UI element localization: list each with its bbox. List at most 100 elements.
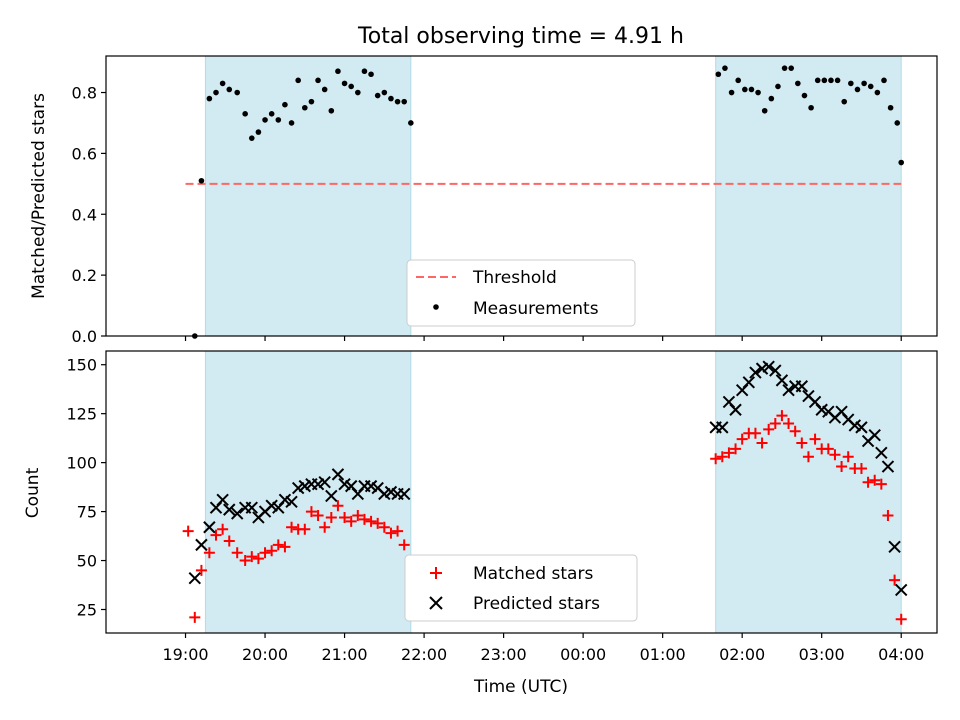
top-series-0 xyxy=(191,65,905,339)
matched-star-point xyxy=(776,410,788,422)
matched-star-point xyxy=(769,417,781,429)
matched-star-point xyxy=(730,443,742,455)
matched-star-point xyxy=(182,525,194,537)
predicted-star-point xyxy=(716,421,729,434)
matched-star-point xyxy=(796,437,808,449)
matched-star-point xyxy=(299,523,311,535)
bottom-y-tick-label: 100 xyxy=(66,454,97,473)
measurement-point xyxy=(213,89,219,96)
legend-measurements-label: Measurements xyxy=(473,299,599,319)
matched-star-point xyxy=(869,474,881,486)
measurement-point xyxy=(355,89,361,96)
predicted-star-point xyxy=(203,521,216,534)
measurement-point xyxy=(755,89,761,96)
measurement-point xyxy=(854,86,861,93)
measurement-point xyxy=(728,89,735,96)
measurement-point xyxy=(795,80,801,87)
matched-star-point xyxy=(763,423,775,435)
matched-star-point xyxy=(189,611,201,623)
matched-star-point xyxy=(312,510,324,521)
matched-star-point xyxy=(305,506,317,518)
bottom-y-tick-label: 25 xyxy=(77,601,97,620)
matched-star-point xyxy=(716,451,728,463)
legend-x-marker xyxy=(429,596,443,610)
matched-star-point xyxy=(223,535,235,547)
legend-matched-label: Matched stars xyxy=(473,564,593,584)
matched-star-point xyxy=(378,521,390,533)
measurement-point xyxy=(841,98,848,105)
legend-threshold-label: Threshold xyxy=(472,268,557,288)
legend-measurements-swatch xyxy=(433,304,439,310)
predicted-star-point xyxy=(888,540,901,554)
bottom-series-0 xyxy=(182,410,907,625)
x-tick-label: 21:00 xyxy=(322,645,368,664)
matched-star-point xyxy=(783,417,795,429)
matched-star-point xyxy=(352,510,364,521)
measurement-point xyxy=(268,111,275,117)
matched-star-point xyxy=(239,555,251,567)
predicted-star-point xyxy=(769,364,782,377)
measurement-point xyxy=(881,77,887,84)
measurement-point xyxy=(788,65,795,71)
matched-star-point xyxy=(217,523,229,535)
measurement-point xyxy=(801,92,808,99)
matched-star-point xyxy=(345,515,357,527)
predicted-star-point xyxy=(782,383,795,397)
matched-star-point xyxy=(836,461,848,473)
top-legend-frame xyxy=(406,259,636,327)
predicted-star-point xyxy=(318,476,331,489)
legend-matched-swatch xyxy=(430,567,442,579)
predicted-star-point xyxy=(875,446,888,460)
predicted-star-point xyxy=(868,429,881,442)
legend-predicted-label: Predicted stars xyxy=(473,594,600,614)
matched-star-point xyxy=(203,547,215,559)
measurement-point xyxy=(401,98,408,105)
top-y-axis-label: Matched/Predicted stars xyxy=(29,93,49,299)
measurement-point xyxy=(234,89,241,96)
bottom-observing-window-1 xyxy=(204,350,412,634)
x-tick-label: 23:00 xyxy=(481,645,527,664)
matched-star-point xyxy=(259,547,271,559)
measurement-point xyxy=(328,107,335,114)
top-y-tick-label: 0.0 xyxy=(72,327,97,346)
matched-star-point xyxy=(398,539,410,551)
measurement-point xyxy=(748,86,755,93)
predicted-star-point xyxy=(742,376,756,389)
bottom-series-1 xyxy=(188,360,908,597)
measurement-point xyxy=(834,77,841,84)
predicted-star-point xyxy=(325,489,338,503)
measurement-point xyxy=(735,77,741,84)
matched-star-point xyxy=(272,539,284,551)
top-panel: 0.0 0.2 0.4 0.6 0.8 xyxy=(72,55,938,346)
measurement-point xyxy=(295,77,301,84)
predicted-star-point xyxy=(762,360,775,373)
predicted-star-point xyxy=(795,380,809,393)
predicted-star-point xyxy=(729,403,742,416)
measurement-point xyxy=(381,89,388,96)
measurement-point xyxy=(768,95,775,102)
matched-star-point xyxy=(325,511,337,523)
top-axes-frame xyxy=(105,55,938,337)
matched-star-point xyxy=(372,517,384,529)
matched-star-point xyxy=(802,451,814,463)
bottom-y-tick-label: 50 xyxy=(77,552,97,571)
x-tick-label: 19:00 xyxy=(162,645,208,664)
predicted-star-point xyxy=(216,493,229,507)
matched-star-point xyxy=(789,425,801,437)
x-tick-label: 01:00 xyxy=(640,645,686,664)
bottom-y-tick-label: 125 xyxy=(66,405,97,424)
measurement-point xyxy=(282,101,288,108)
predicted-star-point xyxy=(245,501,258,514)
predicted-star-point xyxy=(223,503,236,516)
measurement-point xyxy=(315,77,321,84)
top-y-tick-label: 0.6 xyxy=(72,144,97,163)
matched-star-point xyxy=(286,521,298,533)
matched-star-point xyxy=(385,527,397,539)
measurement-point xyxy=(408,120,414,126)
x-tick-label: 22:00 xyxy=(401,645,447,664)
measurement-point xyxy=(394,98,401,105)
x-tick-label: 20:00 xyxy=(242,645,288,664)
predicted-star-point xyxy=(775,374,789,387)
top-observing-window-1 xyxy=(204,55,412,337)
